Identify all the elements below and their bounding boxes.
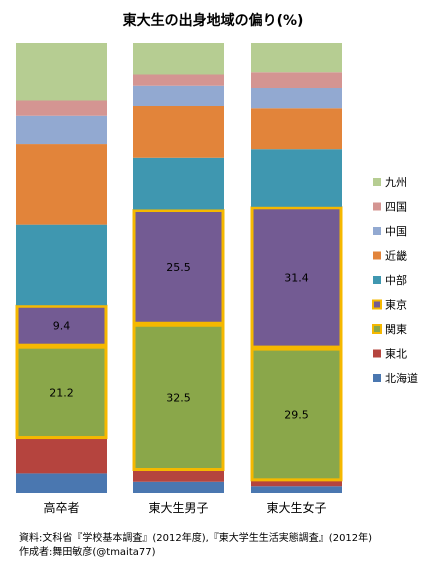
bar-segment-中部-高卒者 bbox=[16, 224, 107, 306]
bar-segment-北海道-東大生男子 bbox=[133, 481, 224, 493]
data-label-東京-東大生女子: 31.4 bbox=[284, 271, 309, 284]
legend-label-東京: 東京 bbox=[385, 298, 407, 312]
bars-group: 21.2 9.4 32.5 25.5 29.5 31.4 bbox=[15, 43, 343, 493]
author-note: 作成者:舞田敏彦(@tmaita77) bbox=[19, 547, 156, 558]
bar-segment-関東-東大生男子 bbox=[132, 323, 225, 471]
x-tick-label: 東大生男子 bbox=[148, 501, 208, 515]
legend-label-中国: 中国 bbox=[385, 225, 407, 238]
legend-label-関東: 関東 bbox=[385, 323, 407, 336]
legend-label-中部: 中部 bbox=[385, 273, 407, 287]
legend-swatch-中部 bbox=[373, 276, 381, 284]
bar-segment-関東-東大生女子 bbox=[250, 347, 343, 482]
bar-segment-北海道-東大生女子 bbox=[251, 486, 342, 493]
source-note: 資料:文科省『学校基本調査』(2012年度),『東大学生生活実態調査』(2012… bbox=[19, 533, 373, 544]
bar-segment-九州-高卒者 bbox=[16, 43, 107, 101]
bar-segment-東北-東大生男子 bbox=[133, 470, 224, 482]
data-label-東京-高卒者: 9.4 bbox=[53, 320, 71, 333]
bar-segment-東京-東大生男子 bbox=[132, 209, 225, 325]
bar-segment-中国-高卒者 bbox=[16, 115, 107, 145]
data-label-関東-東大生男子: 32.5 bbox=[166, 391, 191, 404]
legend-swatch-近畿 bbox=[373, 251, 381, 260]
bar-segment-北海道-高卒者 bbox=[16, 473, 107, 493]
chart-title: 東大生の出身地域の偏り(%) bbox=[123, 12, 304, 29]
bar-segment-中部-東大生女子 bbox=[251, 149, 342, 207]
legend-swatch-四国 bbox=[373, 202, 381, 211]
bar-segment-東北-東大生女子 bbox=[251, 480, 342, 487]
data-label-東京-東大生男子: 25.5 bbox=[166, 261, 191, 274]
x-tick-label: 東大生女子 bbox=[266, 500, 326, 515]
data-label-関東-東大生女子: 29.5 bbox=[284, 408, 309, 421]
legend-label-近畿: 近畿 bbox=[385, 249, 407, 263]
bar-segment-東北-高卒者 bbox=[16, 438, 107, 474]
legend-label-東北: 東北 bbox=[385, 348, 407, 361]
legend-swatch-北海道 bbox=[373, 374, 381, 382]
bar-segment-四国-東大生男子 bbox=[133, 74, 224, 86]
data-label-関東-高卒者: 21.2 bbox=[49, 386, 74, 399]
bar-segment-近畿-東大生女子 bbox=[251, 108, 342, 150]
legend-label-九州: 九州 bbox=[385, 176, 407, 189]
bar-segment-九州-東大生女子 bbox=[251, 43, 342, 73]
bar-segment-九州-東大生男子 bbox=[133, 43, 224, 75]
bar-segment-関東-高卒者 bbox=[15, 345, 108, 440]
bar-segment-中部-東大生男子 bbox=[133, 157, 224, 210]
bar-segment-東京-高卒者 bbox=[15, 304, 108, 347]
bar-segment-四国-東大生女子 bbox=[251, 72, 342, 88]
legend-label-北海道: 北海道 bbox=[385, 371, 418, 385]
legend-swatch-東京 bbox=[372, 299, 382, 310]
x-axis-labels: 高卒者 東大生男子 東大生女子 bbox=[43, 500, 326, 515]
legend-swatch-中国 bbox=[373, 227, 381, 235]
bar-segment-中国-東大生男子 bbox=[133, 85, 224, 106]
legend-swatch-東北 bbox=[373, 349, 381, 358]
x-tick-label: 高卒者 bbox=[43, 500, 79, 515]
legend-label-四国: 四国 bbox=[385, 201, 407, 214]
legend-swatch-関東 bbox=[372, 324, 382, 334]
bar-segment-近畿-東大生男子 bbox=[133, 106, 224, 158]
bar-segment-近畿-高卒者 bbox=[16, 144, 107, 225]
bar-segment-東京-東大生女子 bbox=[250, 206, 343, 349]
bar-segment-四国-高卒者 bbox=[16, 100, 107, 116]
legend-swatch-九州 bbox=[373, 178, 381, 186]
bar-segment-中国-東大生女子 bbox=[251, 88, 342, 109]
